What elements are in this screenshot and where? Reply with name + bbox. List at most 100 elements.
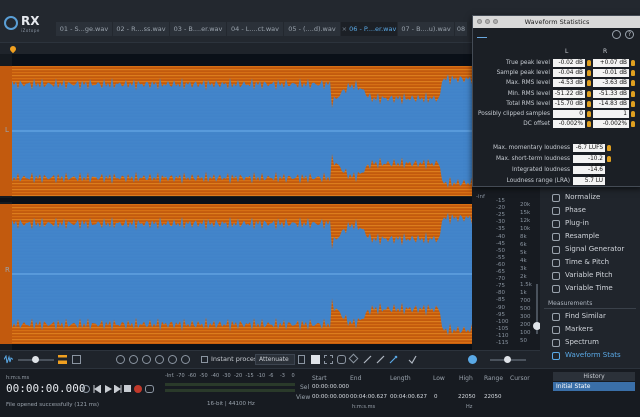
time-selection-icon[interactable] [298, 355, 305, 364]
lightbulb-icon[interactable] [631, 80, 635, 87]
low-value[interactable]: 0 [434, 394, 438, 400]
lightbulb-icon[interactable] [587, 80, 591, 87]
headphones-icon[interactable] [82, 385, 90, 393]
stats-titlebar[interactable]: Waveform Statistics [473, 16, 640, 28]
spectrogram-contrast-slider[interactable] [533, 284, 541, 334]
waveform-display[interactable]: L R [0, 54, 472, 350]
time-format-label[interactable]: h:m:s.ms [6, 375, 30, 381]
lightbulb-icon[interactable] [587, 100, 591, 107]
harmonic-select-icon[interactable] [348, 353, 359, 364]
loop-icon[interactable] [145, 385, 154, 393]
zoom-tool-icon[interactable] [168, 355, 177, 364]
hms-format-label[interactable]: h:m:s.ms [352, 404, 376, 410]
play-icon[interactable] [104, 385, 112, 393]
tab-file-7[interactable]: 07 - B....u).wav [398, 22, 454, 36]
tab-close-icon[interactable]: × [341, 25, 348, 33]
zoom-fit-icon[interactable] [155, 355, 164, 364]
lightbulb-icon[interactable] [631, 111, 635, 117]
sel-start-value[interactable]: 00:00:00.000 [312, 384, 349, 390]
high-value[interactable]: 22050 [458, 394, 476, 400]
playhead-marker-icon[interactable] [8, 44, 18, 54]
waveform-canvas[interactable] [0, 54, 472, 350]
view-end-value[interactable]: 00:04:00.627 [350, 394, 387, 400]
measurement-item[interactable]: Find Similar [552, 310, 606, 323]
module-item[interactable]: Plug-in [552, 217, 589, 230]
module-item[interactable]: Signal Generator [552, 243, 624, 256]
waveform-view-icon[interactable] [3, 354, 14, 364]
lasso-tool-icon[interactable] [324, 355, 333, 364]
timeline-ruler[interactable] [0, 42, 472, 55]
zoom-in-icon[interactable] [116, 355, 125, 364]
brush-tool-icon[interactable] [337, 355, 346, 364]
gear-icon[interactable] [612, 30, 621, 39]
module-label: Normalize [565, 193, 601, 201]
zoom-slider-handle[interactable] [504, 356, 511, 363]
module-item[interactable]: Normalize [552, 191, 600, 204]
close-dot-icon[interactable] [477, 19, 482, 24]
gain-tool-icon[interactable] [408, 355, 417, 364]
lightbulb-icon[interactable] [587, 60, 591, 66]
module-item[interactable]: Resample [552, 230, 599, 243]
tab-label: 02 - R....ss.wav [116, 25, 166, 33]
measurement-item[interactable]: Markers [552, 323, 593, 336]
contrast-slider-handle[interactable] [533, 322, 541, 330]
range-value[interactable]: 22050 [484, 394, 502, 400]
lightbulb-icon[interactable] [607, 156, 611, 162]
lightbulb-icon[interactable] [631, 70, 635, 77]
lightbulb-icon[interactable] [587, 111, 591, 117]
lightbulb-icon[interactable] [587, 70, 591, 77]
zoom-slider[interactable] [490, 356, 526, 363]
zoom-dot-icon[interactable] [493, 19, 498, 24]
lightbulb-icon[interactable] [607, 145, 611, 151]
tab-file-2[interactable]: 02 - R....ss.wav [113, 22, 169, 36]
magic-wand-icon[interactable] [363, 355, 372, 364]
attenuate-dropdown[interactable]: Attenuate [255, 354, 295, 365]
lightbulb-icon[interactable] [631, 90, 635, 97]
module-item[interactable]: Phase [552, 204, 586, 217]
view-length-value[interactable]: 00:04:00.627 [390, 394, 427, 400]
tab-file-8[interactable]: 08 [455, 22, 467, 36]
scale-tick: -110 [496, 332, 509, 339]
meter-tick: -Inf. [165, 373, 175, 379]
lightbulb-icon[interactable] [587, 90, 591, 97]
measurement-icon [552, 351, 560, 360]
play-selection-icon[interactable] [113, 384, 122, 394]
measurement-item[interactable]: Waveform Stats [552, 349, 621, 362]
measurement-item[interactable]: Spectrum [552, 336, 599, 349]
spectral-settings-icon[interactable] [72, 355, 81, 364]
tab-file-1[interactable]: 01 - S...ge.wav [56, 22, 112, 36]
zoom-selection-icon[interactable] [142, 355, 151, 364]
hand-tool-icon[interactable] [181, 355, 190, 364]
record-icon[interactable] [134, 385, 142, 393]
measurement-icon [552, 338, 560, 347]
instant-process-checkbox[interactable] [201, 356, 208, 363]
tab-file-3[interactable]: 03 - B....er.wav [170, 22, 226, 36]
view-start-value[interactable]: 00:00:00.000 [312, 394, 349, 400]
lightbulb-icon[interactable] [587, 121, 591, 128]
pencil-tool-icon[interactable] [389, 355, 398, 364]
opacity-slider[interactable] [18, 356, 54, 363]
box-select-icon[interactable] [311, 355, 320, 364]
help-icon[interactable]: ? [625, 30, 634, 39]
logo-text: RX [21, 14, 40, 28]
module-item[interactable]: Variable Pitch [552, 269, 613, 282]
lightbulb-icon[interactable] [631, 100, 635, 107]
playhead-zoom-icon[interactable] [468, 355, 477, 364]
module-item[interactable]: Time & Pitch [552, 256, 609, 269]
stop-icon[interactable] [124, 385, 131, 392]
spectrogram-view-icon[interactable] [58, 355, 67, 364]
tab-file-6[interactable]: × 06 - P....er.wav [341, 22, 397, 36]
skip-back-icon[interactable] [93, 384, 102, 394]
opacity-slider-handle[interactable] [32, 356, 39, 363]
tab-file-5[interactable]: 05 - (....d).wav [284, 22, 340, 36]
module-item[interactable]: Variable Time [552, 282, 613, 295]
waveform-statistics-window: Waveform Statistics ? L R True peak leve… [472, 15, 640, 187]
loudness-value: 5.7 LU [573, 177, 605, 185]
lightbulb-icon[interactable] [631, 60, 635, 66]
eraser-icon[interactable] [376, 355, 385, 364]
tab-file-4[interactable]: 04 - L....ct.wav [227, 22, 283, 36]
lightbulb-icon[interactable] [631, 121, 635, 128]
minimize-dot-icon[interactable] [485, 19, 490, 24]
zoom-out-icon[interactable] [129, 355, 138, 364]
history-item-initial-state[interactable]: Initial State [553, 382, 635, 391]
